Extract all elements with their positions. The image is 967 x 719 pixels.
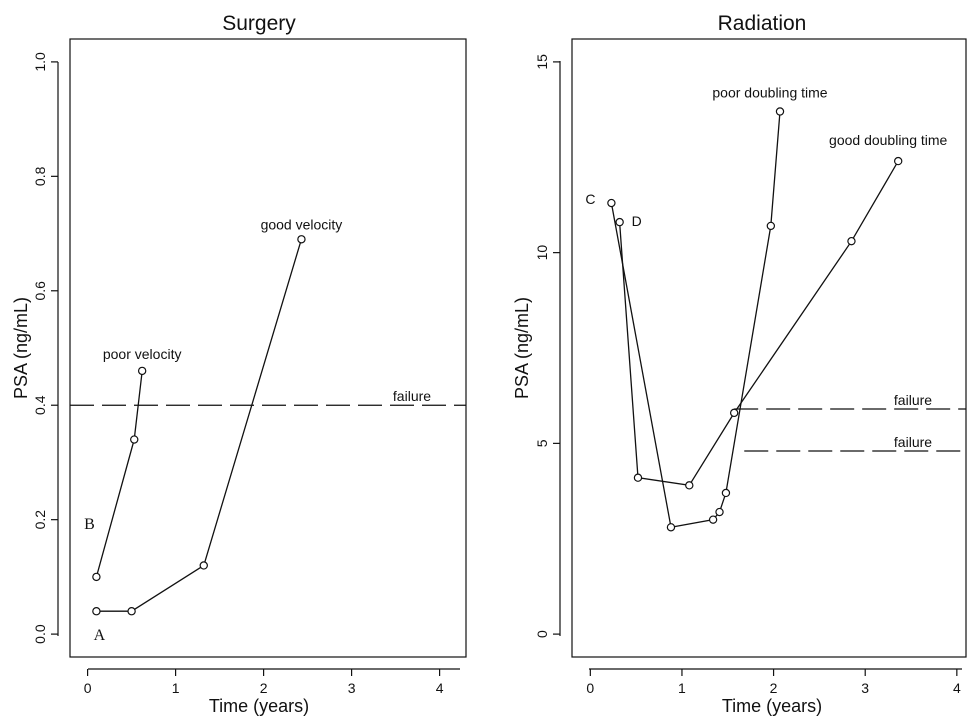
plot-frame xyxy=(69,38,467,658)
series-group xyxy=(607,107,903,532)
data-point xyxy=(633,473,643,482)
data-point xyxy=(137,366,147,376)
data-point xyxy=(127,607,136,616)
x-tick-label: 1 xyxy=(172,680,180,696)
data-point xyxy=(199,561,208,570)
y-tick-label: 5 xyxy=(534,439,550,447)
annotation-label: A xyxy=(94,627,106,644)
annotation-label: B xyxy=(84,516,95,533)
tick-group: 0 1 2 3 4 0 5 10 15 xyxy=(534,54,961,696)
x-tick-label: 4 xyxy=(436,680,444,696)
y-tick-label: 1.0 xyxy=(32,52,48,72)
series-line-d xyxy=(618,160,899,487)
series-line-a xyxy=(96,239,303,612)
chart-title: Radiation xyxy=(718,12,807,35)
annotation-label: poor velocity xyxy=(103,346,182,362)
annotation-label: D xyxy=(632,213,642,229)
x-axis-label: Time (years) xyxy=(209,696,309,716)
data-point xyxy=(685,481,694,490)
plot-frame xyxy=(571,38,967,658)
chart-title: Surgery xyxy=(222,12,296,35)
threshold-group: failure xyxy=(70,388,466,406)
series-line-b xyxy=(95,370,143,578)
x-tick-label: 2 xyxy=(260,680,268,696)
x-tick-label: 3 xyxy=(861,680,869,696)
y-tick-label: 0 xyxy=(534,630,550,638)
series-group xyxy=(92,235,306,616)
data-point xyxy=(847,236,856,246)
data-point xyxy=(715,507,724,517)
y-tick-label: 0.6 xyxy=(32,281,48,301)
y-axis-label: PSA (ng/mL) xyxy=(512,297,532,399)
y-tick-label: 0.4 xyxy=(32,395,48,415)
annotation-label: good doubling time xyxy=(829,132,948,148)
x-tick-label: 1 xyxy=(678,680,686,696)
y-tick-label: 10 xyxy=(534,245,550,261)
annotation-group: poor velocity good velocity B A xyxy=(84,216,342,644)
x-tick-label: 3 xyxy=(348,680,356,696)
annotation-label: C xyxy=(585,191,595,207)
threshold-label: failure xyxy=(894,434,932,450)
surgery-panel: Surgery 0 1 2 3 4 0.0 0.2 0.4 0.6 0.8 1.0 Time (ye… xyxy=(11,12,467,716)
data-point xyxy=(893,156,903,166)
annotation-group: poor doubling time good doubling time C D xyxy=(585,84,947,229)
x-tick-label: 0 xyxy=(84,680,92,696)
x-tick-label: 0 xyxy=(586,680,594,696)
threshold-group: failure failure xyxy=(734,392,966,452)
threshold-label: failure xyxy=(894,392,932,408)
y-tick-label: 0.2 xyxy=(32,510,48,530)
data-point xyxy=(607,198,616,208)
data-point xyxy=(721,488,731,498)
y-tick-label: 15 xyxy=(534,54,550,70)
x-tick-label: 4 xyxy=(953,680,961,696)
data-point xyxy=(92,607,101,616)
x-tick-label: 2 xyxy=(770,680,778,696)
data-point xyxy=(766,221,776,231)
data-point xyxy=(708,515,718,524)
data-point xyxy=(775,107,785,116)
annotation-label: poor doubling time xyxy=(712,84,827,100)
y-tick-label: 0.8 xyxy=(32,166,48,186)
data-point xyxy=(615,217,624,227)
y-axis-label: PSA (ng/mL) xyxy=(11,297,31,399)
data-point xyxy=(130,435,139,444)
tick-group: 0 1 2 3 4 0.0 0.2 0.4 0.6 0.8 1.0 xyxy=(32,52,444,696)
data-point xyxy=(666,523,676,532)
y-tick-label: 0.0 xyxy=(32,624,48,644)
data-point xyxy=(297,235,306,244)
threshold-label: failure xyxy=(393,388,431,404)
annotation-label: good velocity xyxy=(261,216,343,232)
radiation-panel: Radiation 0 1 2 3 4 0 5 10 15 Time (years) PSA (… xyxy=(512,12,967,716)
data-point xyxy=(92,572,101,582)
data-point xyxy=(729,408,739,418)
x-axis-label: Time (years) xyxy=(722,696,822,716)
